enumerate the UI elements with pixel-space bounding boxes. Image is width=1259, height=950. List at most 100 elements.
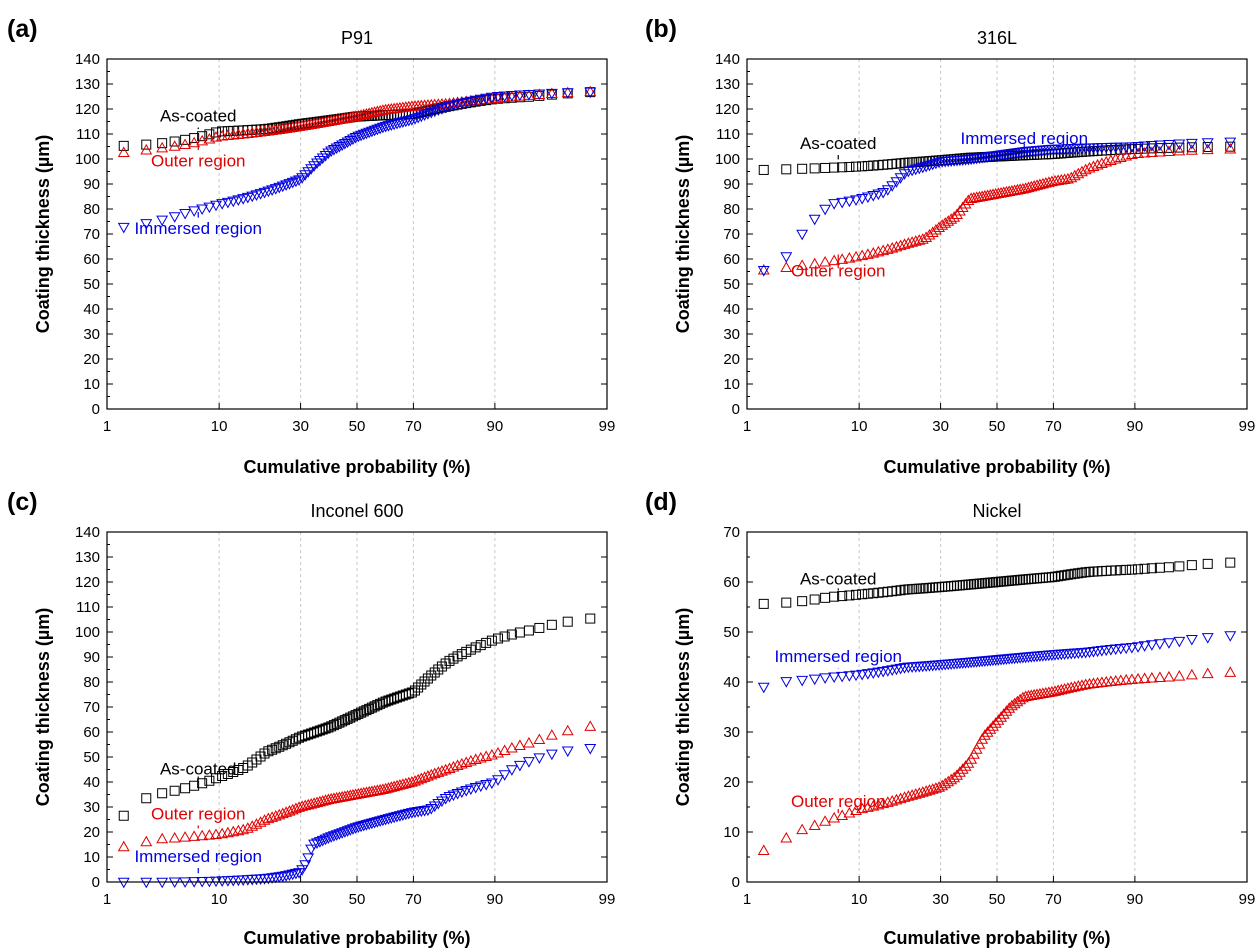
data-point bbox=[336, 828, 349, 839]
data-point bbox=[1138, 641, 1151, 652]
annotation-label: Immersed region bbox=[774, 647, 902, 666]
data-point bbox=[426, 670, 437, 681]
data-point bbox=[513, 739, 526, 750]
data-point bbox=[1185, 144, 1198, 155]
data-point bbox=[259, 748, 270, 759]
data-point bbox=[221, 197, 234, 209]
y-tick-label: 40 bbox=[83, 774, 100, 791]
data-point bbox=[470, 642, 481, 653]
x-tick-label: 10 bbox=[211, 891, 228, 908]
data-point bbox=[405, 808, 418, 819]
data-point bbox=[872, 189, 885, 201]
data-point bbox=[1026, 573, 1037, 584]
x-tick-label: 99 bbox=[599, 418, 616, 435]
data-point bbox=[140, 219, 153, 230]
data-point bbox=[141, 793, 152, 804]
data-point bbox=[758, 164, 769, 175]
data-point bbox=[1185, 668, 1198, 680]
y-tick-label: 90 bbox=[83, 649, 100, 666]
data-point bbox=[523, 91, 534, 102]
data-point bbox=[948, 211, 961, 222]
data-point bbox=[984, 723, 997, 734]
y-tick-label: 70 bbox=[723, 524, 740, 541]
data-point bbox=[168, 831, 181, 843]
data-point bbox=[890, 240, 903, 252]
series-immersed-region bbox=[117, 87, 597, 234]
data-point bbox=[926, 159, 939, 171]
x-tick-label: 30 bbox=[932, 891, 949, 908]
y-tick-label: 20 bbox=[723, 774, 740, 791]
data-point bbox=[372, 700, 383, 711]
y-tick-label: 20 bbox=[83, 824, 100, 841]
data-point bbox=[266, 811, 279, 822]
data-point bbox=[1015, 574, 1026, 585]
data-point bbox=[409, 685, 420, 696]
data-point bbox=[1153, 671, 1166, 682]
data-point bbox=[281, 738, 292, 749]
data-point bbox=[313, 837, 326, 848]
data-point bbox=[1132, 642, 1144, 653]
data-point bbox=[338, 827, 351, 838]
grid-layer bbox=[218, 532, 496, 882]
data-point bbox=[561, 724, 574, 736]
data-point bbox=[872, 798, 885, 810]
data-point bbox=[439, 102, 452, 114]
annotation-label: Immersed region bbox=[134, 847, 262, 866]
data-point bbox=[474, 781, 487, 793]
x-axis-title: Cumulative probability (%) bbox=[883, 457, 1110, 477]
data-point bbox=[325, 146, 338, 158]
y-tick-label: 10 bbox=[83, 849, 100, 866]
data-point bbox=[796, 823, 809, 835]
data-point bbox=[1114, 674, 1127, 685]
data-point bbox=[396, 117, 409, 128]
data-point bbox=[316, 835, 329, 847]
data-point bbox=[545, 749, 558, 761]
data-point bbox=[316, 153, 329, 165]
data-point bbox=[943, 581, 954, 592]
data-point bbox=[196, 204, 209, 216]
data-point bbox=[156, 141, 169, 153]
data-point bbox=[1125, 142, 1138, 153]
data-point bbox=[843, 671, 856, 682]
data-point bbox=[1225, 141, 1236, 152]
x-tick-label: 90 bbox=[487, 418, 504, 435]
data-point bbox=[881, 185, 894, 196]
data-point bbox=[522, 90, 535, 101]
x-tick-label: 10 bbox=[851, 418, 868, 435]
y-tick-label: 140 bbox=[75, 524, 100, 541]
data-point bbox=[486, 635, 497, 646]
x-tick-label: 90 bbox=[487, 891, 504, 908]
data-point bbox=[1138, 141, 1151, 153]
data-point bbox=[584, 87, 597, 99]
data-point bbox=[216, 199, 229, 210]
data-point bbox=[232, 875, 245, 887]
data-point bbox=[492, 92, 504, 103]
data-point bbox=[382, 814, 395, 825]
data-point bbox=[246, 820, 259, 831]
data-point bbox=[946, 581, 957, 592]
data-point bbox=[464, 784, 477, 796]
data-point bbox=[1095, 676, 1108, 687]
data-point bbox=[422, 673, 433, 684]
data-point bbox=[971, 578, 982, 589]
data-point bbox=[352, 822, 365, 833]
data-point bbox=[933, 157, 945, 169]
chart-title: Nickel bbox=[972, 501, 1021, 521]
data-point bbox=[391, 118, 403, 130]
data-point bbox=[492, 633, 503, 644]
data-point bbox=[284, 737, 295, 748]
data-point bbox=[189, 133, 200, 144]
y-tick-label: 0 bbox=[732, 874, 740, 891]
data-point bbox=[432, 105, 445, 116]
data-point bbox=[283, 179, 296, 190]
data-point bbox=[867, 668, 880, 679]
data-point bbox=[262, 812, 275, 824]
data-point bbox=[867, 800, 880, 811]
data-point bbox=[1079, 678, 1092, 690]
data-point bbox=[796, 229, 809, 241]
data-point bbox=[929, 158, 942, 170]
annotation-layer: As-coated Outer region Immersed region bbox=[134, 760, 262, 874]
data-point bbox=[1163, 142, 1174, 153]
data-point bbox=[780, 261, 793, 272]
data-point bbox=[380, 696, 391, 707]
